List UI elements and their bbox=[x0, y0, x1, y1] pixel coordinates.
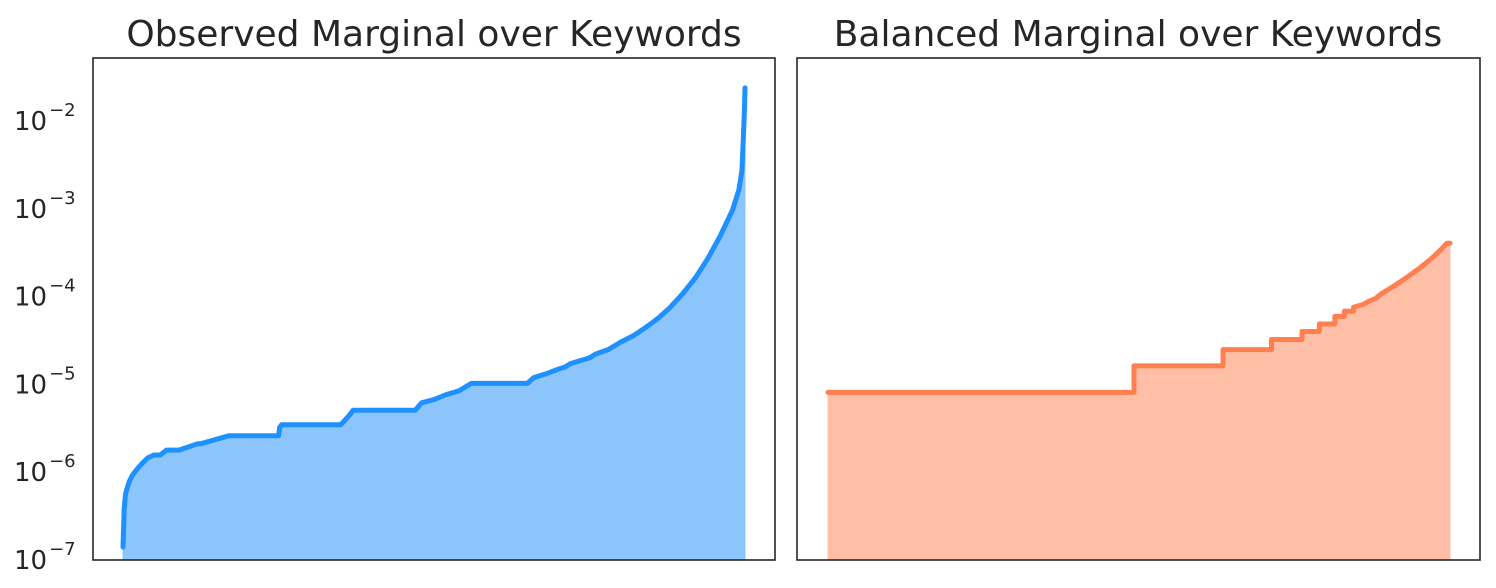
right-panel: Balanced Marginal over Keywords bbox=[796, 14, 1481, 561]
y-tick-label: 10 −4 bbox=[14, 276, 76, 313]
y-tick-base: 10 bbox=[14, 370, 47, 400]
y-tick-base: 10 bbox=[14, 107, 47, 137]
y-tick-label: 10 −6 bbox=[14, 451, 76, 488]
y-tick-base: 10 bbox=[14, 283, 47, 313]
y-tick-exponent: −3 bbox=[49, 188, 76, 209]
left-series-line bbox=[120, 85, 748, 550]
y-tick-exponent: −7 bbox=[49, 539, 76, 560]
y-tick-label: 10 −2 bbox=[14, 100, 76, 137]
y-tick-base: 10 bbox=[14, 546, 47, 576]
right-title: Balanced Marginal over Keywords bbox=[834, 14, 1443, 55]
left-plot-area bbox=[120, 85, 748, 561]
y-tick-exponent: −2 bbox=[49, 100, 76, 121]
y-tick-exponent: −6 bbox=[49, 451, 76, 472]
right-series-line bbox=[825, 240, 1453, 395]
y-tick-base: 10 bbox=[14, 458, 47, 488]
right-axes-frame bbox=[796, 57, 1481, 561]
right-plot-area bbox=[825, 240, 1453, 561]
left-axes-frame bbox=[92, 57, 776, 561]
y-tick-label: 10 −7 bbox=[14, 539, 76, 576]
left-panel: Observed Marginal over Keywords 10−210−3… bbox=[14, 14, 776, 576]
left-title: Observed Marginal over Keywords bbox=[126, 14, 741, 55]
left-y-axis: 10−210−310−410−510−610−7 bbox=[14, 100, 76, 576]
y-tick-label: 10 −3 bbox=[14, 188, 76, 225]
y-tick-exponent: −4 bbox=[49, 276, 76, 297]
y-tick-label: 10 −5 bbox=[14, 363, 76, 400]
right-area-fill bbox=[827, 242, 1451, 561]
y-tick-exponent: −5 bbox=[49, 363, 76, 384]
y-tick-base: 10 bbox=[14, 195, 47, 225]
